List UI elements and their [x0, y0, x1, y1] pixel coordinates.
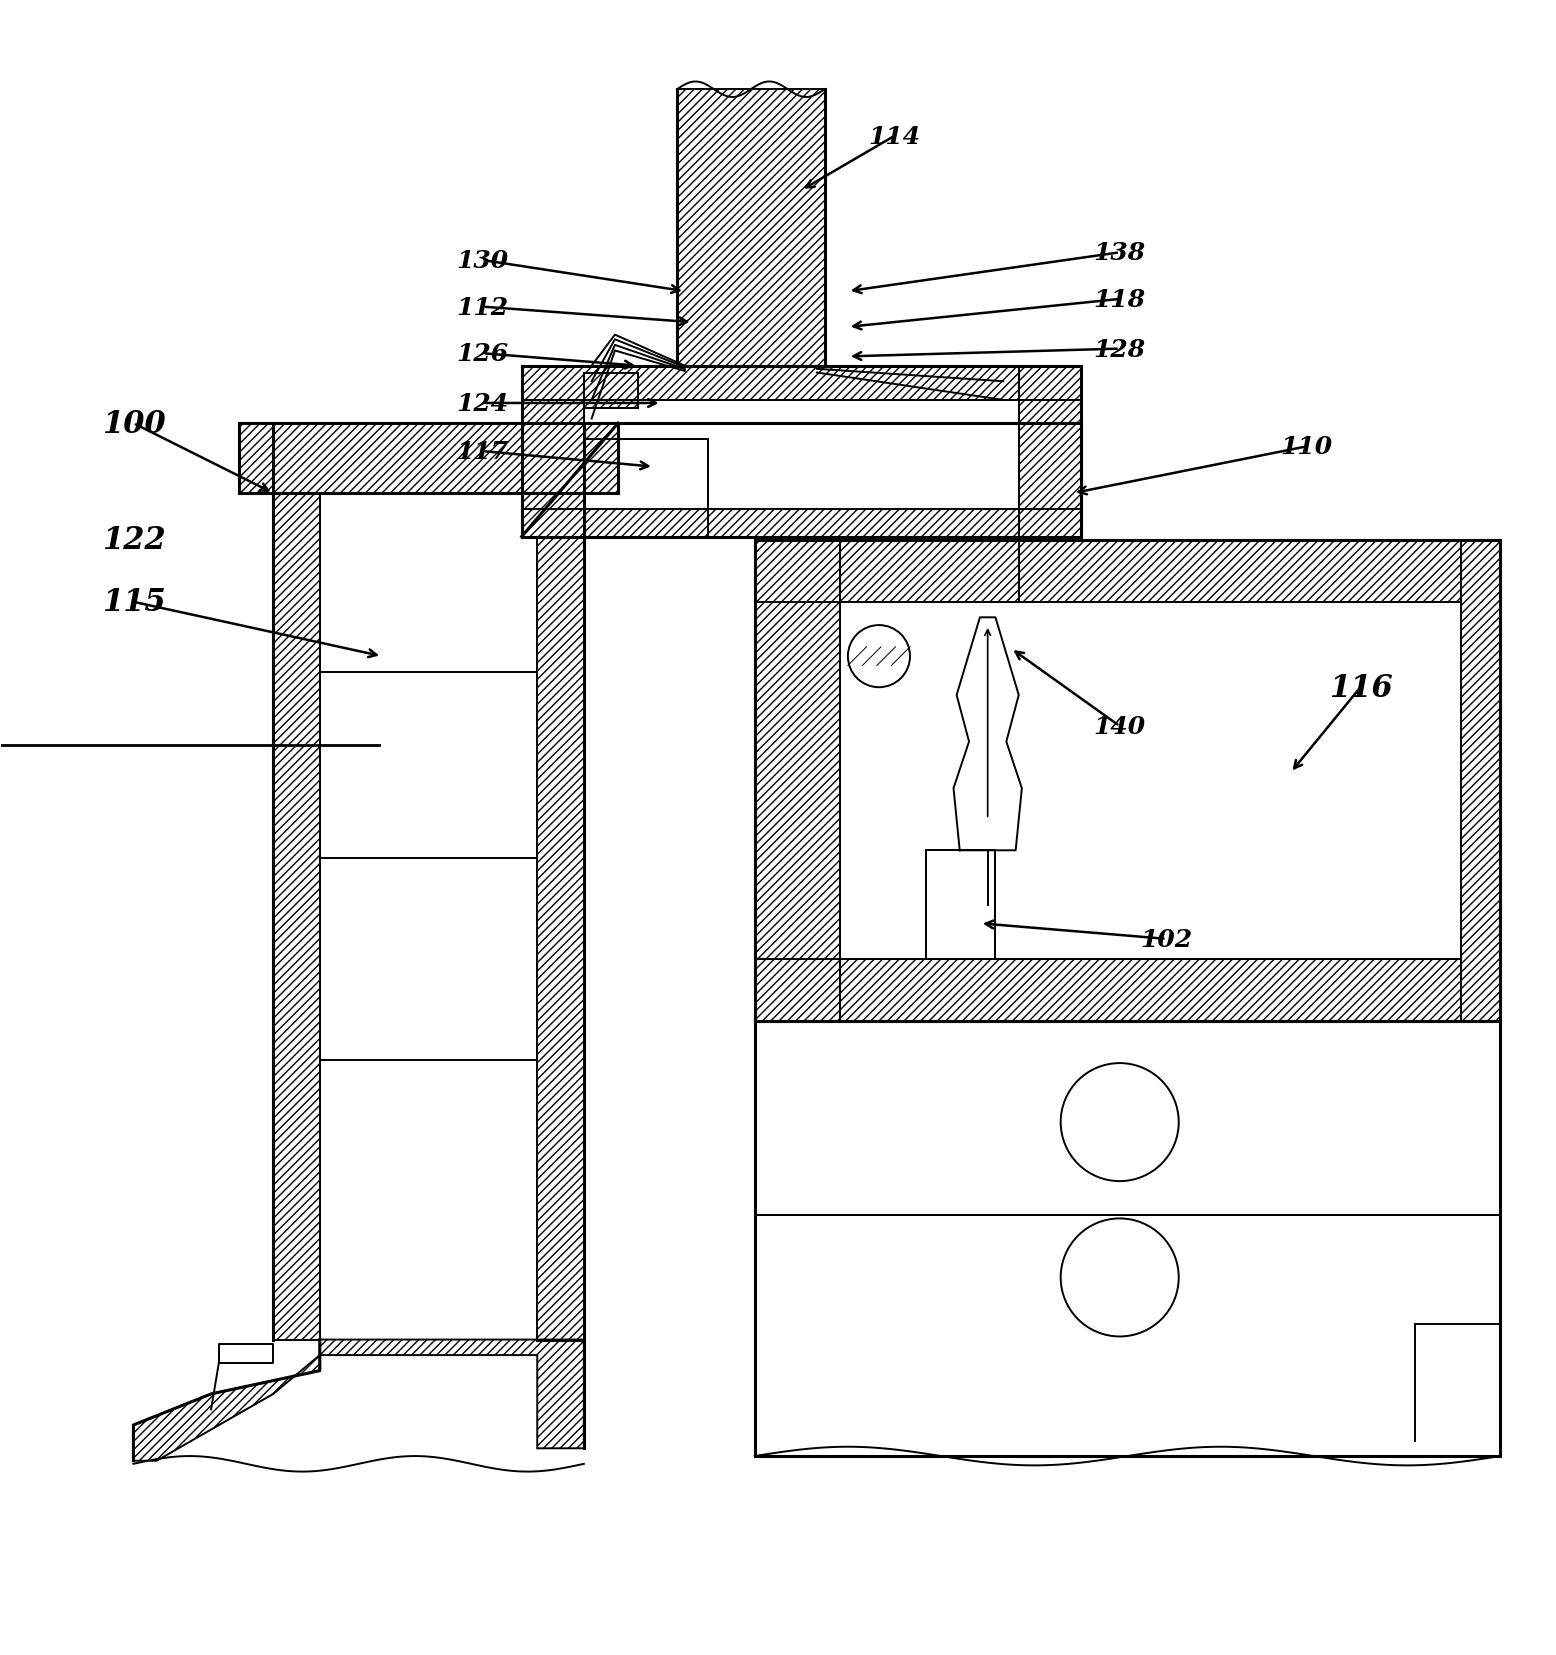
Bar — [926, 851, 996, 960]
Text: 124: 124 — [457, 392, 509, 415]
Circle shape — [1061, 1064, 1179, 1182]
Polygon shape — [755, 366, 1081, 602]
Bar — [1461, 540, 1500, 1021]
Bar — [274, 424, 321, 1341]
Text: 117: 117 — [457, 440, 509, 463]
Bar — [537, 424, 584, 1341]
Bar — [1019, 401, 1081, 510]
Text: 110: 110 — [1281, 435, 1332, 458]
Bar — [521, 510, 1081, 538]
Circle shape — [1061, 1218, 1179, 1337]
Text: 126: 126 — [457, 343, 509, 366]
Text: 140: 140 — [1094, 715, 1145, 738]
Text: 122: 122 — [101, 525, 165, 556]
Polygon shape — [134, 1341, 584, 1461]
Text: 118: 118 — [1094, 288, 1145, 311]
Text: 116: 116 — [1329, 672, 1393, 703]
Bar — [240, 424, 618, 493]
Text: 114: 114 — [868, 124, 921, 149]
Bar — [584, 374, 638, 409]
Text: 130: 130 — [457, 248, 509, 273]
Text: 112: 112 — [457, 296, 509, 319]
Bar — [755, 540, 1500, 602]
Bar — [677, 89, 825, 366]
Text: 138: 138 — [1094, 242, 1145, 265]
Text: 115: 115 — [101, 588, 165, 617]
Bar — [755, 960, 1500, 1021]
Circle shape — [848, 626, 910, 688]
Text: 128: 128 — [1094, 338, 1145, 361]
Text: 100: 100 — [101, 409, 165, 439]
Bar — [755, 540, 840, 1021]
Bar — [521, 366, 1081, 401]
Bar — [521, 401, 584, 510]
Text: 102: 102 — [1141, 927, 1192, 952]
